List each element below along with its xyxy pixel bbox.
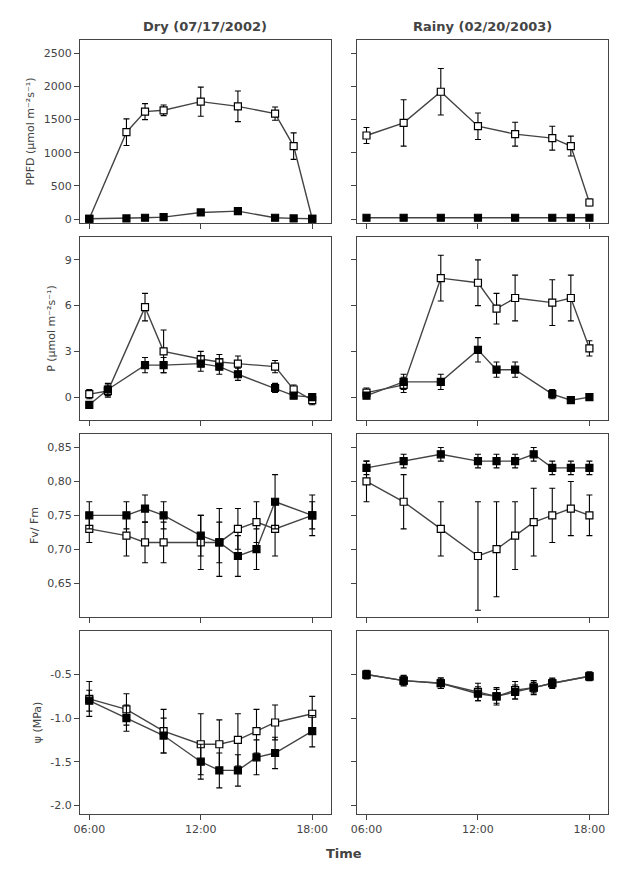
svg-text:500: 500 [51, 180, 72, 193]
svg-text:0,85: 0,85 [47, 441, 72, 454]
svg-text:12:00: 12:00 [462, 823, 494, 836]
svg-text:06:00: 06:00 [73, 823, 105, 836]
svg-text:6: 6 [65, 299, 72, 312]
svg-text:-1.0: -1.0 [50, 712, 71, 725]
svg-text:-1.5: -1.5 [50, 756, 71, 769]
svg-text:Fv/ Fm: Fv/ Fm [28, 507, 41, 544]
svg-text:PPFD (μmol m⁻²s⁻¹): PPFD (μmol m⁻²s⁻¹) [24, 78, 37, 186]
svg-text:0,65: 0,65 [47, 577, 72, 590]
svg-text:0,75: 0,75 [47, 509, 72, 522]
svg-text:3: 3 [65, 345, 72, 358]
svg-text:ψ (MPa): ψ (MPa) [31, 702, 44, 744]
svg-text:12:00: 12:00 [185, 823, 217, 836]
svg-text:0: 0 [65, 213, 72, 226]
svg-text:-0.5: -0.5 [50, 668, 71, 681]
svg-text:Time: Time [326, 846, 362, 861]
svg-text:0,70: 0,70 [47, 543, 72, 556]
svg-text:Rainy (02/20/2003): Rainy (02/20/2003) [413, 19, 552, 34]
svg-text:0,80: 0,80 [47, 475, 72, 488]
svg-text:0: 0 [65, 391, 72, 404]
svg-text:2500: 2500 [44, 47, 72, 60]
svg-text:1500: 1500 [44, 113, 72, 126]
svg-text:18:00: 18:00 [296, 823, 328, 836]
svg-text:2000: 2000 [44, 80, 72, 93]
svg-text:-2.0: -2.0 [50, 799, 71, 812]
svg-text:9: 9 [65, 254, 72, 267]
svg-text:06:00: 06:00 [351, 823, 383, 836]
svg-text:P (μmol m⁻²s⁻¹): P (μmol m⁻²s⁻¹) [45, 285, 58, 372]
svg-text:Dry (07/17/2002): Dry (07/17/2002) [143, 19, 267, 34]
svg-text:1000: 1000 [44, 147, 72, 160]
svg-text:18:00: 18:00 [574, 823, 606, 836]
